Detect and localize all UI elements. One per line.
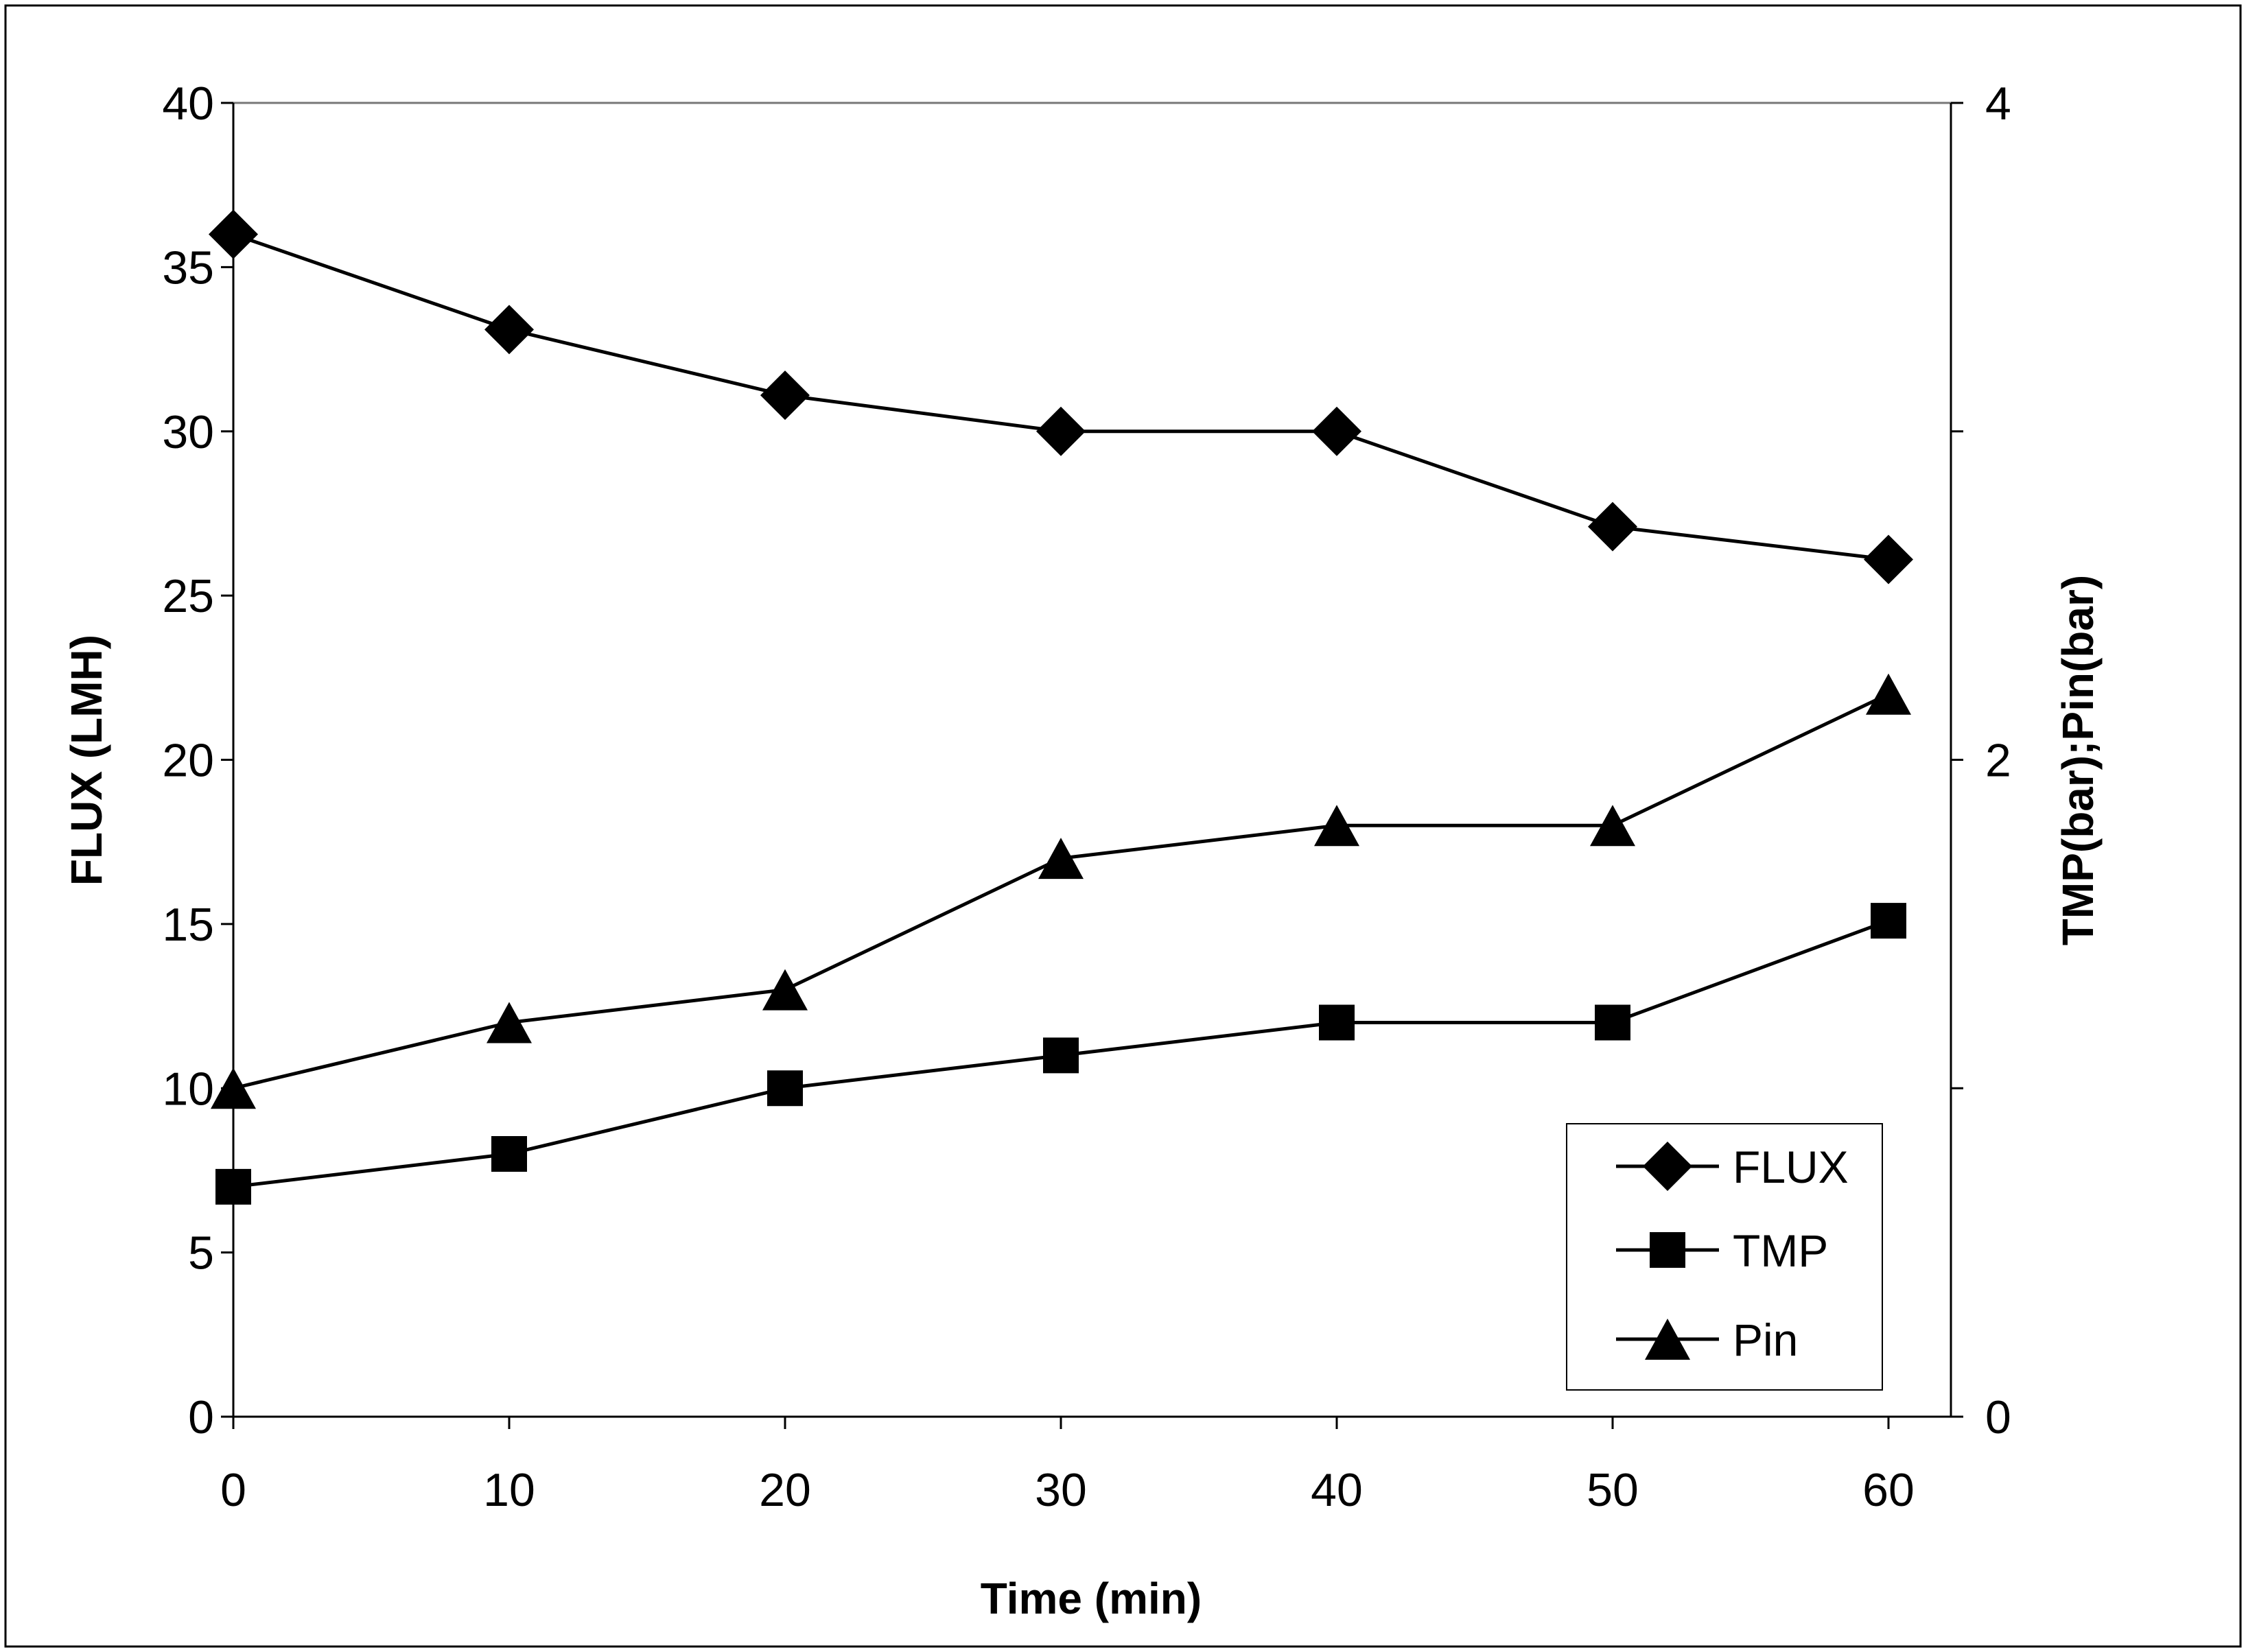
left-y-tick-label: 40 xyxy=(162,78,214,130)
left-y-tick-label: 5 xyxy=(188,1227,214,1279)
pin-point xyxy=(1590,805,1635,847)
x-tick-label: 20 xyxy=(759,1464,811,1516)
y-axis-title: FLUX (LMH) xyxy=(62,635,111,886)
x-axis: 0 10 20 30 40 50 60 xyxy=(220,1415,1951,1516)
left-y-tick-label: 20 xyxy=(162,735,214,787)
left-y-tick-label: 30 xyxy=(162,406,214,458)
y2-axis-title: TMP(bar);Pin(bar) xyxy=(2053,575,2103,945)
right-y-tick-label: 0 xyxy=(1985,1391,2011,1443)
tmp-point xyxy=(215,1168,251,1205)
legend-label-tmp: TMP xyxy=(1733,1225,1828,1276)
tmp-point xyxy=(491,1136,527,1172)
tmp-point xyxy=(767,1070,803,1107)
pin-point xyxy=(1314,805,1359,847)
x-tick-label: 60 xyxy=(1862,1464,1915,1516)
left-y-axis: 0 5 10 15 20 25 30 35 40 xyxy=(162,78,235,1443)
x-axis-title: Time (min) xyxy=(981,1574,1202,1623)
tmp-point xyxy=(1319,1004,1355,1041)
right-y-tick-label: 2 xyxy=(1985,735,2011,787)
tmp-point xyxy=(1043,1037,1079,1074)
legend-label-flux: FLUX xyxy=(1733,1142,1849,1192)
x-tick-label: 10 xyxy=(483,1464,535,1516)
right-y-tick-label: 4 xyxy=(1985,78,2011,130)
pin-point xyxy=(762,969,808,1011)
x-tick-label: 0 xyxy=(220,1464,246,1516)
series-tmp xyxy=(215,903,1906,1205)
left-y-tick-label: 15 xyxy=(162,899,214,951)
pin-point xyxy=(211,1067,256,1109)
pin-point xyxy=(487,1002,532,1043)
x-tick-label: 40 xyxy=(1311,1464,1363,1516)
flux-point xyxy=(1312,406,1361,456)
pin-point xyxy=(1866,673,1911,715)
left-y-tick-label: 25 xyxy=(162,570,214,622)
flux-point xyxy=(1036,406,1086,456)
left-y-tick-label: 0 xyxy=(188,1391,214,1443)
series-layer xyxy=(209,209,1913,1205)
legend-box xyxy=(1566,1123,1883,1391)
tmp-point xyxy=(1595,1004,1630,1041)
series-pin xyxy=(211,673,1911,1109)
right-y-axis: 0 2 4 xyxy=(1950,78,2011,1443)
tmp-point xyxy=(1871,903,1906,939)
left-y-tick-label: 35 xyxy=(162,241,214,294)
series-flux xyxy=(209,209,1913,585)
flux-point xyxy=(484,305,534,355)
x-tick-label: 30 xyxy=(1035,1464,1087,1516)
flux-point xyxy=(209,209,258,259)
left-y-tick-label: 10 xyxy=(162,1063,214,1115)
x-tick-label: 50 xyxy=(1587,1464,1639,1516)
legend: FLUX TMP Pin xyxy=(1566,1123,1883,1391)
flux-point xyxy=(1864,534,1913,585)
legend-marker-flux xyxy=(1643,1142,1692,1191)
legend-marker-pin xyxy=(1645,1319,1690,1360)
legend-marker-tmp xyxy=(1650,1232,1685,1268)
flux-point xyxy=(1588,502,1637,552)
flux-point xyxy=(760,370,810,421)
pin-point xyxy=(1038,838,1084,880)
legend-label-pin: Pin xyxy=(1733,1314,1798,1365)
